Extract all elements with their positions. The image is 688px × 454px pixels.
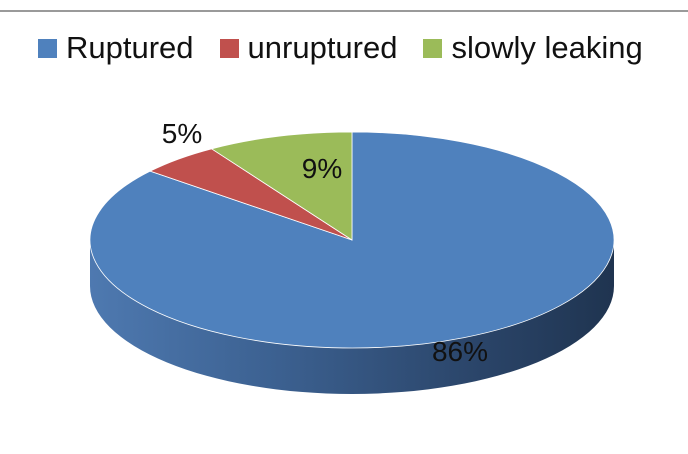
pie-side-wall [90, 240, 614, 394]
legend-item-slowly-leaking: slowly leaking [423, 30, 643, 66]
pie-slice-slowly-leaking [210, 131, 353, 241]
pie-group: 86% 5% 9% [89, 118, 615, 394]
chart-legend: Ruptured unruptured slowly leaking [38, 30, 643, 66]
legend-swatch-unruptured [219, 38, 239, 58]
legend-label-unruptured: unruptured [247, 30, 398, 65]
data-label-ruptured: 86% [432, 336, 488, 367]
top-divider [0, 10, 688, 12]
legend-label-ruptured: Ruptured [66, 30, 194, 65]
legend-swatch-slowly-leaking [423, 38, 443, 58]
legend-swatch-ruptured [38, 38, 57, 58]
legend-item-ruptured: Ruptured [38, 30, 194, 66]
data-label-unruptured: 5% [162, 118, 202, 149]
legend-item-unruptured: unruptured [219, 30, 398, 66]
legend-label-slowly-leaking: slowly leaking [451, 30, 643, 65]
data-label-slowly-leaking: 9% [302, 153, 342, 184]
